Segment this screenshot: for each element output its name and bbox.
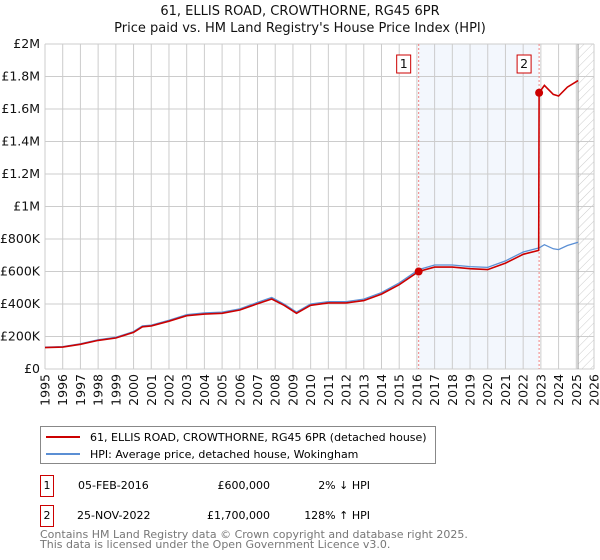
x-tick-label: 2010	[303, 374, 318, 406]
x-tick-label: 1999	[108, 374, 123, 406]
x-tick-label: 2003	[179, 374, 194, 406]
x-tick-label: 2017	[427, 374, 442, 406]
x-tick-label: 2024	[551, 374, 566, 406]
x-tick-label: 2021	[498, 374, 513, 406]
x-tick-label: 1998	[91, 374, 106, 406]
sale-label: 2	[520, 56, 528, 71]
x-tick-label: 2015	[392, 374, 407, 406]
y-tick-label: £600K	[0, 264, 41, 279]
sale-point	[535, 88, 544, 97]
sale-label-box	[396, 54, 412, 74]
x-tick-label: 2005	[215, 374, 230, 406]
footer-licence: This data is licensed under the Open Gov…	[40, 538, 391, 551]
sale-date: 05-FEB-2016	[78, 479, 149, 492]
x-tick-label: 2026	[587, 374, 600, 406]
x-tick-label: 2020	[480, 374, 495, 406]
sale-marker-badge: 2	[40, 505, 54, 527]
y-tick-label: £200K	[0, 329, 41, 344]
y-tick-label: £1.6M	[1, 101, 40, 116]
x-tick-label: 2022	[516, 374, 531, 406]
footer: Contains HM Land Registry data © Crown c…	[40, 528, 468, 551]
legend-property: 61, ELLIS ROAD, CROWTHORNE, RG45 6PR (de…	[90, 430, 427, 444]
x-tick-label: 2004	[197, 374, 212, 406]
sale-row-2: 2 25-NOV-2022 £1,700,000 128% ↑ HPI	[40, 505, 540, 527]
sale-marker-badge: 1	[40, 475, 54, 497]
x-tick-label: 2008	[268, 374, 283, 406]
y-tick-label: £0	[24, 361, 40, 376]
x-tick-label: 2025	[569, 374, 584, 406]
x-tick-label: 1995	[38, 374, 53, 406]
sale-price: £600,000	[217, 479, 271, 492]
x-tick-label: 2019	[463, 374, 478, 406]
x-tick-label: 2006	[232, 374, 247, 406]
x-tick-label: 2011	[321, 374, 336, 406]
x-tick-label: 2001	[144, 374, 159, 406]
y-tick-label: £1M	[13, 199, 40, 214]
sale-date: 25-NOV-2022	[77, 509, 151, 522]
x-tick-label: 2009	[285, 374, 300, 406]
sale-point	[414, 267, 423, 276]
legend-hpi: HPI: Average price, detached house, Woki…	[90, 447, 359, 461]
x-tick-label: 2000	[126, 374, 141, 406]
x-tick-label: 2016	[409, 374, 424, 406]
x-tick-label: 1997	[73, 374, 88, 406]
y-tick-label: £800K	[0, 231, 41, 246]
sale-price: £1,700,000	[207, 509, 270, 522]
x-tick-label: 2013	[356, 374, 371, 406]
hpi-line-swatch	[46, 452, 80, 456]
sale-row-1: 1 05-FEB-2016 £600,000 2% ↓ HPI	[40, 475, 540, 497]
y-tick-label: £1.4M	[1, 134, 40, 149]
x-tick-label: 2014	[374, 374, 389, 406]
x-tick-label: 2012	[339, 374, 354, 406]
footer-copyright: Contains HM Land Registry data © Crown c…	[40, 528, 468, 541]
x-tick-label: 2002	[161, 374, 176, 406]
x-tick-label: 2018	[445, 374, 460, 406]
x-tick-label: 2023	[533, 374, 548, 406]
x-tick-label: 2007	[250, 374, 265, 406]
chart-subtitle: Price paid vs. HM Land Registry's House …	[114, 21, 486, 36]
chart-legend: 61, ELLIS ROAD, CROWTHORNE, RG45 6PR (de…	[40, 426, 436, 464]
property-line-swatch	[46, 435, 80, 439]
y-tick-label: £1.2M	[1, 166, 40, 181]
y-tick-label: £400K	[0, 296, 41, 311]
sale-hpi-diff: 2% ↓ HPI	[318, 479, 370, 492]
property-price-line	[44, 79, 579, 349]
y-tick-label: £2M	[13, 36, 40, 51]
sale-hpi-diff: 128% ↑ HPI	[304, 509, 370, 522]
y-tick-label: £1.8M	[1, 69, 40, 84]
chart-title: 61, ELLIS ROAD, CROWTHORNE, RG45 6PR	[160, 4, 440, 19]
x-tick-label: 1996	[55, 374, 70, 406]
sale-label: 1	[400, 56, 408, 71]
sale-label-box	[516, 54, 532, 74]
